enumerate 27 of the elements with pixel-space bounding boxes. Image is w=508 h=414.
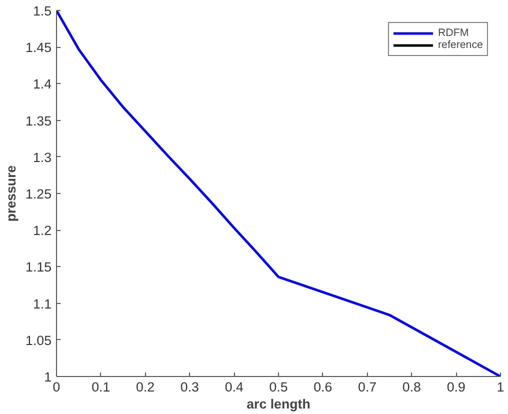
y-axis-title: pressure bbox=[4, 165, 19, 222]
legend-label: reference bbox=[438, 39, 483, 51]
x-tick-label: 0.6 bbox=[314, 380, 332, 394]
y-tick-label: 1.45 bbox=[26, 40, 52, 56]
x-tick-label: 0.7 bbox=[358, 380, 377, 394]
y-tick-label: 1.4 bbox=[32, 76, 52, 92]
y-tick-label: 1 bbox=[44, 370, 52, 384]
x-tick-label: 0.9 bbox=[446, 380, 466, 394]
y-tick-label: 1.05 bbox=[26, 332, 52, 348]
x-tick-label: 0.3 bbox=[180, 380, 199, 394]
x-tick-label: 0.5 bbox=[269, 380, 288, 394]
x-tick-label: 0 bbox=[52, 380, 60, 394]
x-tick-label: 1 bbox=[496, 380, 504, 394]
line-series bbox=[56, 10, 500, 376]
legend-label: RDFM bbox=[438, 27, 469, 39]
x-tick-label: 0.2 bbox=[136, 380, 155, 394]
y-tick-label: 1.25 bbox=[26, 186, 52, 202]
y-tick-label: 1.5 bbox=[32, 4, 52, 18]
y-tick-label: 1.15 bbox=[26, 260, 52, 275]
x-tick-label: 0.4 bbox=[224, 380, 244, 394]
y-tick-label: 1.3 bbox=[32, 150, 52, 165]
y-tick-label: 1.1 bbox=[32, 296, 52, 312]
y-tick-label: 1.35 bbox=[26, 113, 52, 128]
y-tick-label: 1.2 bbox=[32, 223, 52, 238]
x-axis-title: arc length bbox=[246, 396, 310, 412]
x-tick-label: 0.1 bbox=[92, 380, 110, 394]
x-tick-label: 0.8 bbox=[402, 380, 421, 394]
